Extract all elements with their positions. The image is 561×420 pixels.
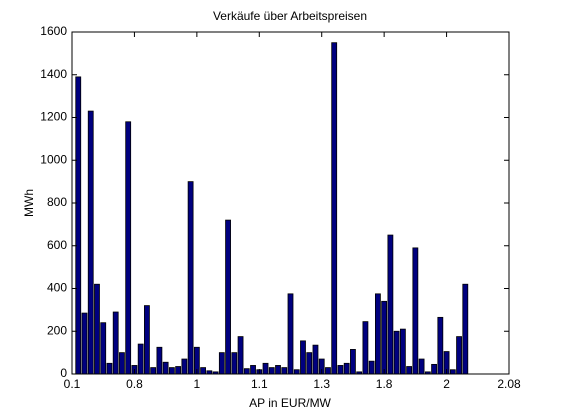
x-tick-label: 1.8 (376, 377, 393, 391)
x-tick-label: 0.8 (126, 377, 143, 391)
bar (87, 110, 94, 375)
bar (75, 76, 82, 375)
bar (437, 316, 444, 375)
bar (431, 363, 437, 375)
x-tick-label: 0.1 (64, 377, 81, 391)
bar (262, 362, 269, 375)
y-tick-label: 800 (47, 195, 67, 209)
bar (125, 121, 132, 375)
bar (200, 367, 206, 375)
y-tick-label: 1600 (40, 24, 67, 38)
bar (393, 330, 400, 375)
bar (243, 368, 250, 375)
bar (175, 366, 182, 375)
bar (343, 362, 350, 375)
bar (375, 293, 381, 375)
bar (325, 367, 331, 375)
x-tick-label: 2.08 (497, 377, 521, 391)
bar (449, 369, 456, 375)
bar (112, 311, 119, 375)
y-tick-label: 400 (47, 281, 67, 295)
y-tick-label: 1200 (40, 110, 67, 124)
bar (137, 343, 144, 375)
bar (100, 322, 107, 375)
x-tick-label: 2 (443, 377, 450, 391)
bar (312, 344, 319, 375)
bar (187, 181, 194, 375)
bar (287, 293, 294, 375)
bar (218, 352, 225, 375)
bar (368, 360, 375, 375)
x-tick-label: 1.1 (251, 377, 268, 391)
x-tick-label: 1 (194, 377, 201, 391)
bar (268, 367, 275, 375)
bar (250, 365, 256, 375)
bar (399, 328, 406, 375)
bar (231, 352, 238, 375)
bar (381, 300, 388, 375)
x-axis-label: AP in EUR/MW (249, 396, 331, 410)
bar (81, 312, 88, 375)
bar (331, 42, 338, 375)
bar (162, 361, 169, 375)
bar (387, 234, 394, 375)
bar (225, 219, 231, 375)
y-tick-label: 0 (60, 366, 67, 380)
y-tick-label: 1400 (40, 67, 67, 81)
bar (462, 283, 469, 375)
bar (300, 340, 306, 375)
bar (144, 305, 150, 375)
bar (156, 346, 163, 375)
bar (337, 365, 344, 375)
bar (418, 358, 425, 375)
x-tick-label: 1.3 (313, 377, 330, 391)
bar (275, 365, 281, 375)
bar (94, 283, 100, 375)
chart-title: Verkäufe über Arbeitspreisen (213, 9, 367, 23)
y-tick-label: 600 (47, 238, 67, 252)
bar (293, 369, 300, 375)
bar (168, 367, 175, 375)
bar (281, 367, 288, 375)
y-axis-label: MWh (22, 189, 36, 217)
bar (306, 352, 313, 375)
bar (181, 358, 188, 375)
bar (150, 367, 157, 375)
bar (362, 321, 369, 375)
bar (106, 362, 113, 375)
bar (412, 247, 419, 375)
bar (237, 336, 244, 375)
bar (119, 352, 125, 375)
y-tick-label: 200 (47, 323, 67, 337)
bar (406, 366, 413, 375)
y-tick-label: 1000 (40, 152, 67, 166)
bar (456, 336, 462, 375)
bar (350, 349, 356, 375)
